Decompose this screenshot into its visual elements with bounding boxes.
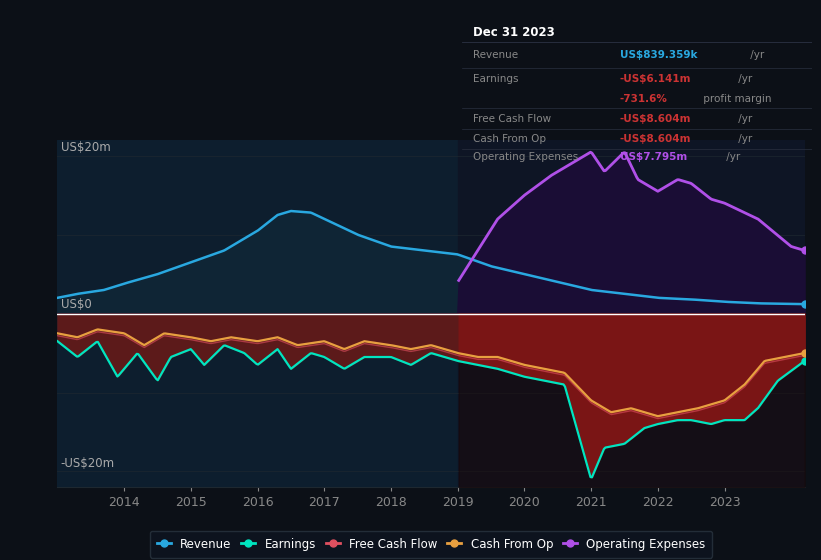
Bar	[458, 140, 811, 487]
Text: Operating Expenses: Operating Expenses	[473, 152, 578, 162]
Text: /yr: /yr	[735, 74, 752, 84]
Text: /yr: /yr	[735, 114, 752, 124]
Text: -US$8.604m: -US$8.604m	[620, 114, 691, 124]
Text: -US$20m: -US$20m	[61, 457, 115, 470]
Text: /yr: /yr	[723, 152, 741, 162]
Text: Free Cash Flow: Free Cash Flow	[473, 114, 551, 124]
Text: US$0: US$0	[61, 298, 92, 311]
Text: -731.6%: -731.6%	[620, 94, 667, 104]
Text: Dec 31 2023: Dec 31 2023	[473, 26, 554, 39]
Legend: Revenue, Earnings, Free Cash Flow, Cash From Op, Operating Expenses: Revenue, Earnings, Free Cash Flow, Cash …	[149, 530, 713, 558]
Text: profit margin: profit margin	[700, 94, 772, 104]
Text: US$7.795m: US$7.795m	[620, 152, 686, 162]
Text: /yr: /yr	[735, 134, 752, 144]
Text: -US$6.141m: -US$6.141m	[620, 74, 691, 84]
Bar	[57, 140, 457, 487]
Text: Earnings: Earnings	[473, 74, 518, 84]
Text: -US$8.604m: -US$8.604m	[620, 134, 691, 144]
Text: Cash From Op: Cash From Op	[473, 134, 545, 144]
Text: /yr: /yr	[746, 50, 764, 60]
Text: US$839.359k: US$839.359k	[620, 50, 697, 60]
Text: Revenue: Revenue	[473, 50, 517, 60]
Text: US$20m: US$20m	[61, 141, 111, 154]
